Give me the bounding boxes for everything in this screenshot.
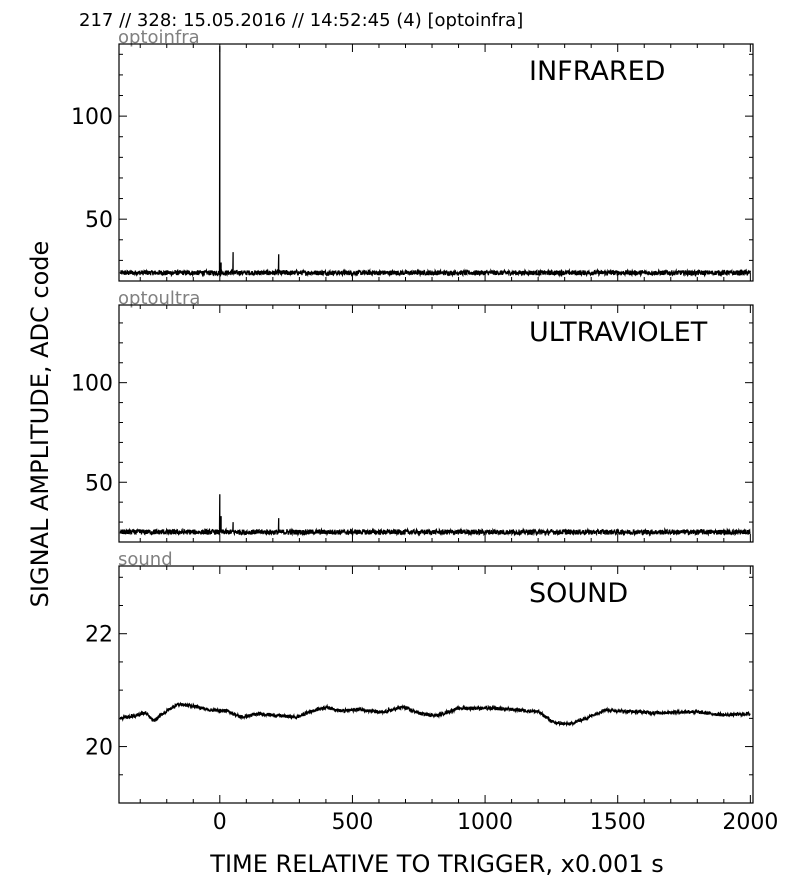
plot-frame xyxy=(118,565,754,804)
x-tick-label: 2000 xyxy=(722,810,778,835)
y-axis-label: SIGNAL AMPLITUDE, ADC code xyxy=(26,241,54,608)
panel-infrared: optoinfra 50 100 INFRARED xyxy=(71,27,754,282)
x-tick-label: 1000 xyxy=(457,810,513,835)
x-tick-label: 500 xyxy=(331,810,373,835)
figure-header: 217 // 328: 15.05.2016 // 14:52:45 (4) [… xyxy=(79,10,523,31)
y-tick-label: 22 xyxy=(85,623,113,648)
y-tick-label: 50 xyxy=(85,471,113,496)
channel-label: sound xyxy=(118,549,173,570)
plot-frame xyxy=(118,43,754,282)
y-tick-label: 20 xyxy=(85,736,113,761)
channel-label: optoultra xyxy=(118,288,200,309)
x-tick-label: 1500 xyxy=(590,810,646,835)
y-tick-label: 100 xyxy=(71,105,113,130)
series-line xyxy=(119,46,751,278)
panels: optoinfra 50 100 INFRARED optoultra 50 100 ULTR… xyxy=(71,27,778,835)
panel-title: ULTRAVIOLET xyxy=(529,317,708,348)
panel-title: SOUND xyxy=(529,578,628,609)
y-tick-label: 100 xyxy=(71,372,113,397)
x-axis-label: TIME RELATIVE TO TRIGGER, x0.001 s xyxy=(209,850,663,878)
x-tick-label: 0 xyxy=(213,810,227,835)
channel-label: optoinfra xyxy=(118,27,200,48)
series-line xyxy=(119,701,751,728)
panel-title: INFRARED xyxy=(529,56,665,87)
plot-frame xyxy=(118,304,754,543)
y-tick-label: 50 xyxy=(85,208,113,233)
panel-ultraviolet: optoultra 50 100 ULTRAVIOLET xyxy=(71,288,754,543)
panel-sound: sound 0 500 1000 1500 2000 20 22 SOUND xyxy=(85,549,778,835)
series-line xyxy=(119,494,751,537)
